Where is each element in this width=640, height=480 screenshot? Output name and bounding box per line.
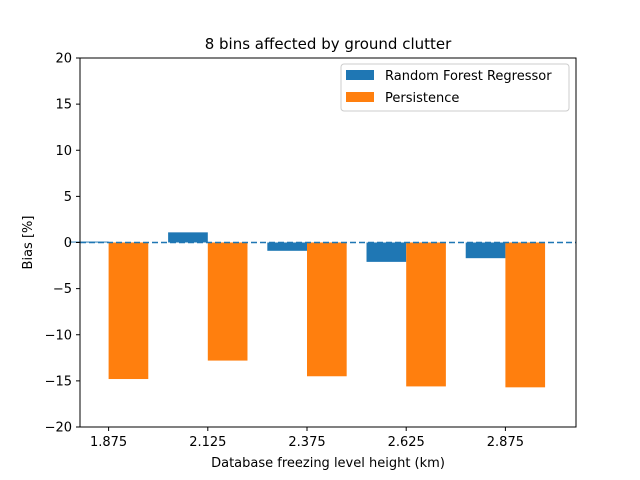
- y-tick-label: 0: [64, 236, 72, 251]
- legend-box: [340, 63, 570, 112]
- bars-group: [68, 232, 546, 388]
- bar-random-forest-regressor-2.875: [465, 242, 506, 259]
- y-axis: −20 −15 −10 −5 0 5 10 15 20: [45, 52, 80, 436]
- chart-title: 8 bins affected by ground clutter: [205, 35, 452, 53]
- bar-random-forest-regressor-2.375: [267, 242, 307, 251]
- bar-random-forest-regressor-2.125: [168, 232, 208, 243]
- x-tick-label: 2.375: [288, 435, 325, 450]
- legend-label-random-forest: Random Forest Regressor: [385, 69, 552, 84]
- y-tick-label: 10: [55, 144, 72, 159]
- y-tick-label: 15: [55, 98, 72, 113]
- x-tick-label: 2.875: [487, 435, 524, 450]
- x-tick-label: 2.625: [388, 435, 425, 450]
- bar-random-forest-regressor-1.875: [68, 241, 109, 243]
- bar-random-forest-regressor-2.625: [366, 242, 407, 262]
- y-tick-label: 5: [64, 190, 72, 205]
- x-axis-label: Database freezing level height (km): [211, 456, 445, 471]
- y-tick-label: 20: [55, 52, 72, 67]
- x-axis: 1.875 2.125 2.375 2.625 2.875: [90, 427, 524, 450]
- bar-persistence-2.375: [307, 242, 347, 377]
- bar-persistence-1.875: [108, 242, 149, 380]
- bar-persistence-2.125: [207, 242, 248, 361]
- y-tick-label: −5: [53, 282, 72, 297]
- legend-label-persistence: Persistence: [385, 91, 459, 106]
- legend-swatch-persistence: [346, 92, 374, 102]
- y-tick-label: −15: [45, 374, 72, 389]
- legend: Random Forest Regressor Persistence: [340, 63, 570, 112]
- bar-persistence-2.875: [505, 242, 546, 388]
- legend-swatch-random-forest: [346, 70, 374, 80]
- x-tick-label: 1.875: [90, 435, 127, 450]
- bar-persistence-2.625: [406, 242, 446, 387]
- y-axis-label: Bias [%]: [21, 216, 36, 270]
- y-tick-label: −10: [45, 328, 72, 343]
- x-tick-label: 2.125: [189, 435, 226, 450]
- y-tick-label: −20: [45, 421, 72, 436]
